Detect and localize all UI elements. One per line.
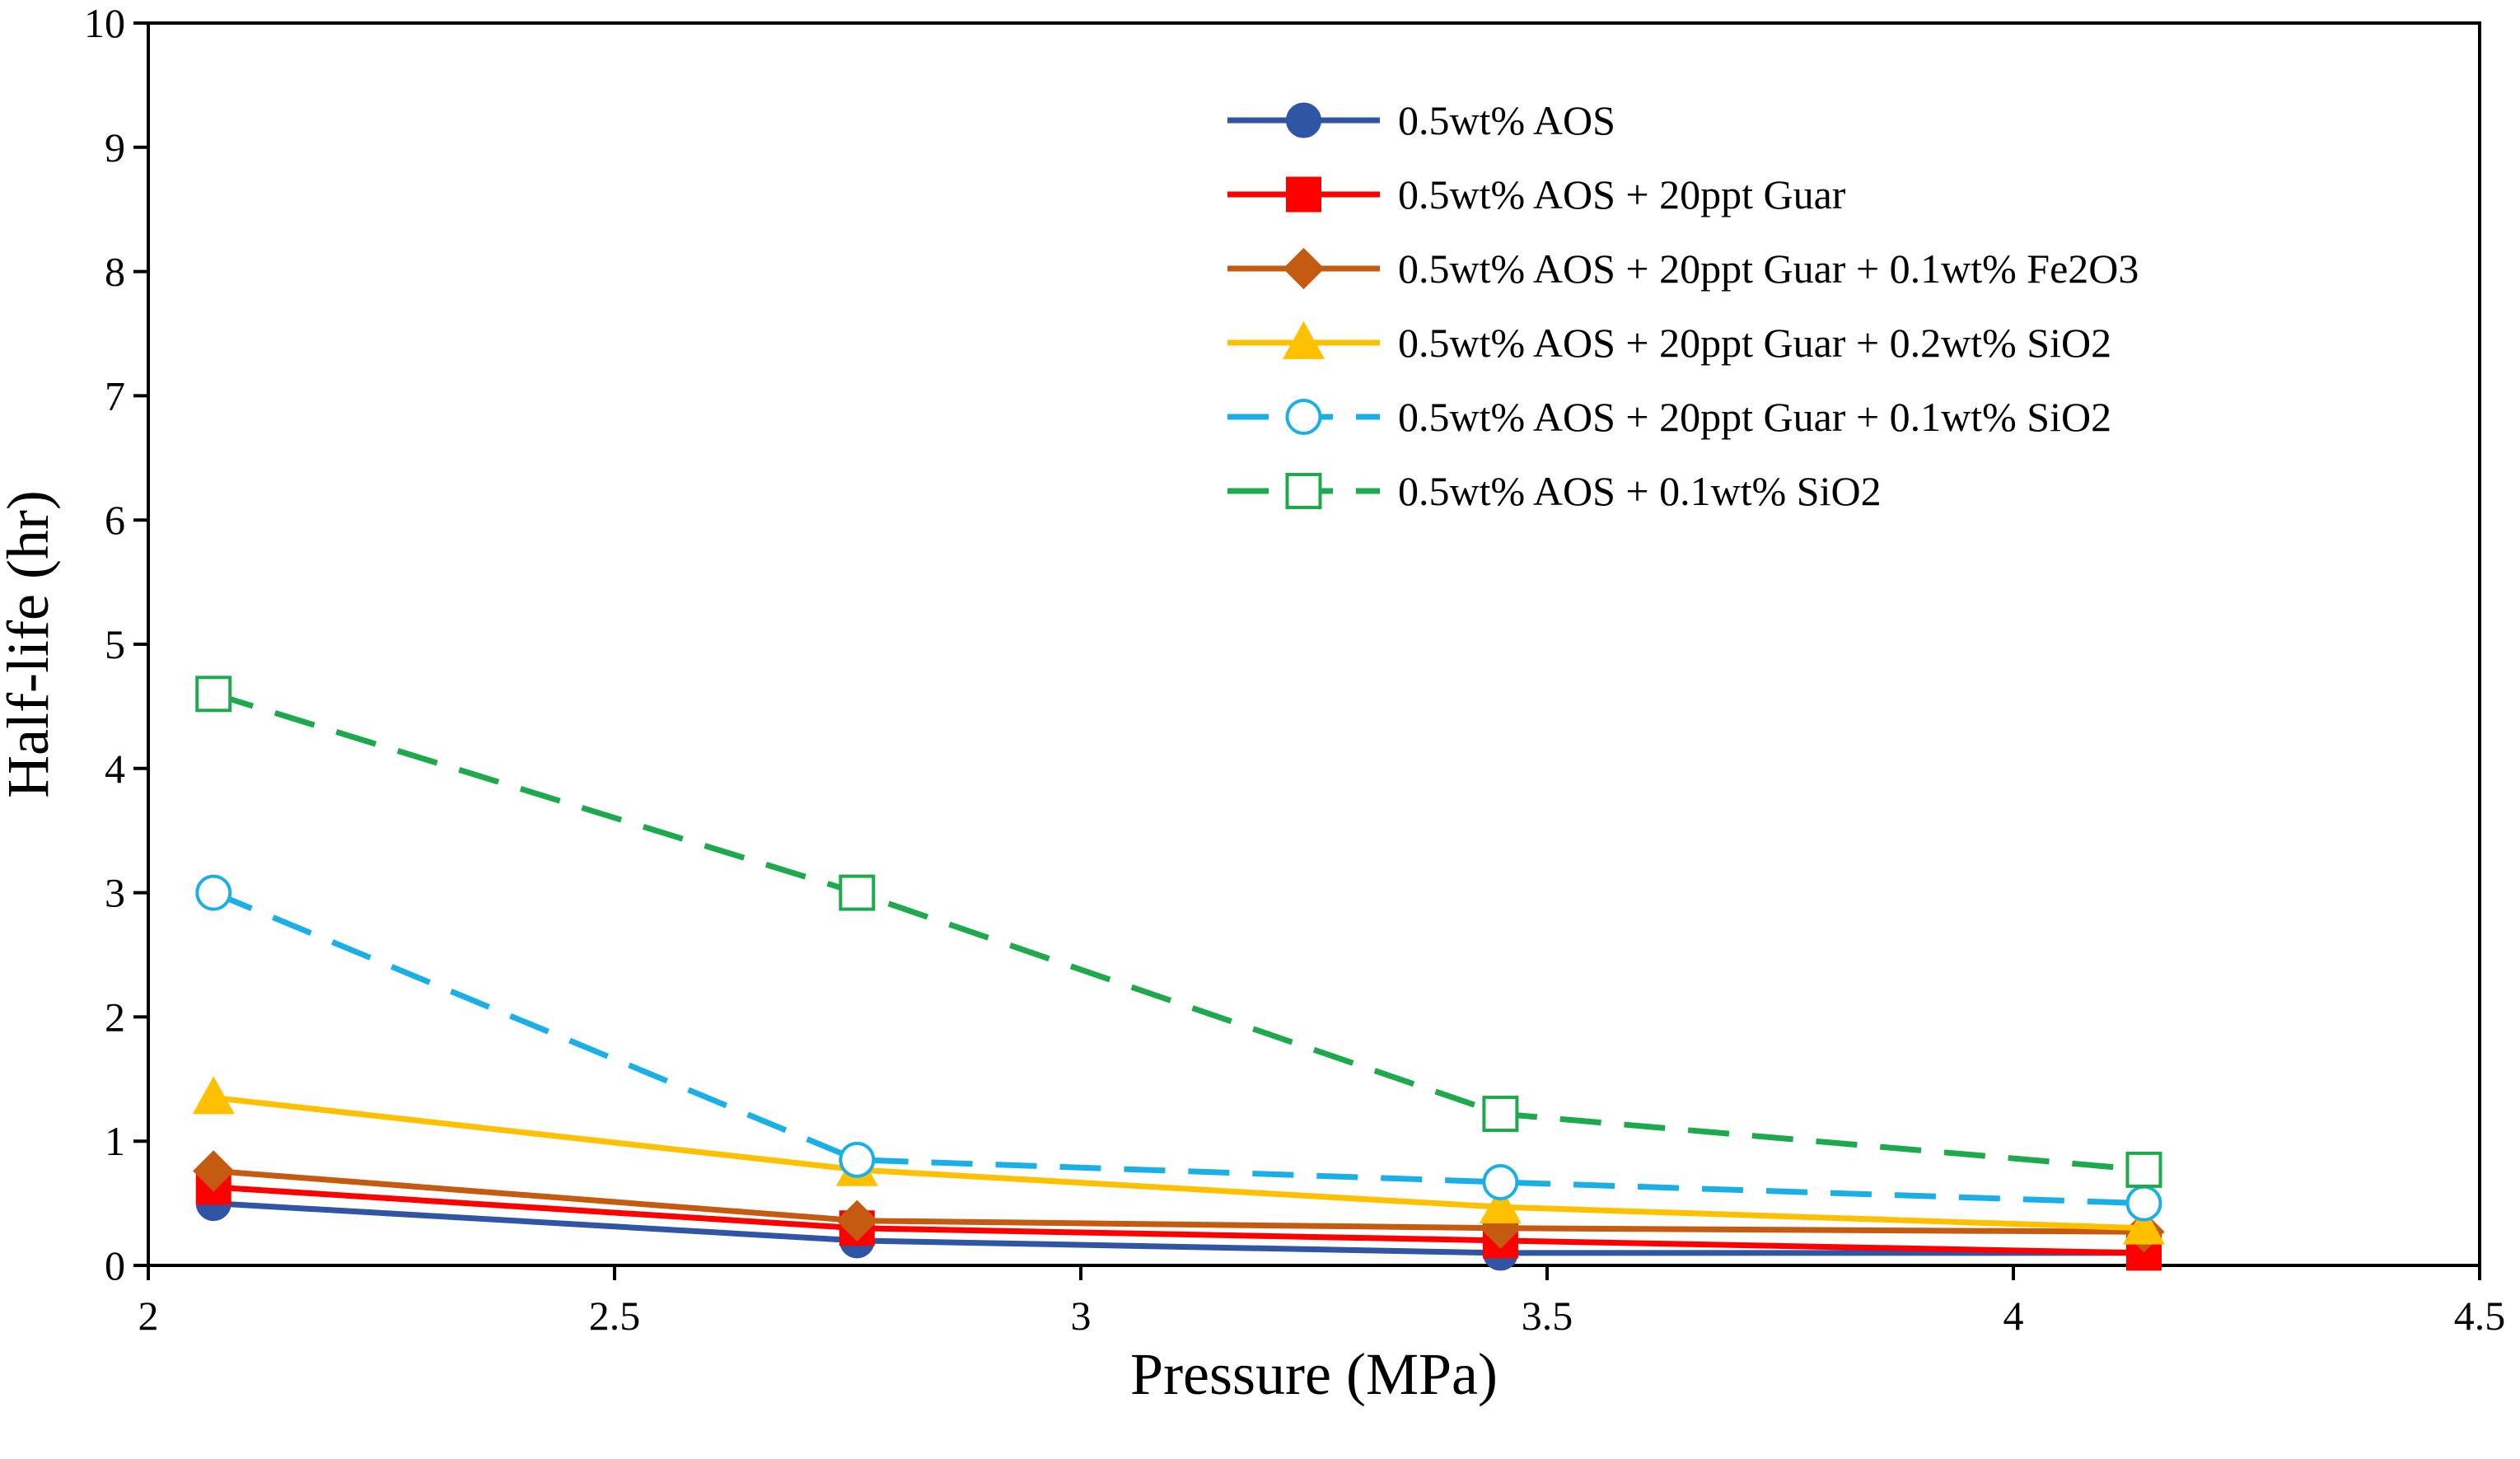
legend-marker	[1286, 102, 1321, 138]
x-tick-label: 2	[138, 1293, 159, 1339]
legend-entry: 0.5wt% AOS + 20ppt Guar + 0.1wt% SiO2	[1227, 394, 2111, 440]
series-line	[212, 890, 2144, 1207]
x-axis: 2 2.5 3 3.5 4 4.5	[138, 1265, 2506, 1339]
y-axis-title: Half-life (hr)	[0, 490, 61, 798]
data-point	[2125, 1151, 2162, 1188]
data-point	[836, 1199, 878, 1242]
legend-marker	[1283, 247, 1325, 290]
legend-label: 0.5wt% AOS + 20ppt Guar + 0.2wt% SiO2	[1398, 320, 2111, 366]
y-tick-label: 10	[84, 0, 125, 46]
data-point	[839, 874, 876, 911]
legend-marker	[1285, 399, 1322, 435]
legend: 0.5wt% AOS 0.5wt% AOS + 20ppt Guar 0.5wt% …	[1227, 97, 2139, 514]
x-tick-label: 3	[1071, 1293, 1092, 1339]
x-tick-label: 4.5	[2454, 1293, 2506, 1339]
series-5	[195, 874, 2162, 1222]
y-tick-label: 6	[105, 497, 125, 543]
legend-label: 0.5wt% AOS + 20ppt Guar + 0.1wt% Fe2O3	[1398, 246, 2139, 292]
legend-label: 0.5wt% AOS + 20ppt Guar	[1398, 171, 1846, 217]
legend-label: 0.5wt% AOS + 20ppt Guar + 0.1wt% SiO2	[1398, 394, 2111, 440]
y-tick-label: 4	[105, 746, 125, 792]
series-line	[213, 1167, 2144, 1235]
data-point	[195, 676, 232, 713]
x-axis-title: Pressure (MPa)	[1130, 1341, 1498, 1407]
x-tick-label: 4	[2003, 1293, 2024, 1339]
legend-entry: 0.5wt% AOS + 0.1wt% SiO2	[1227, 468, 1882, 514]
series-line	[213, 1200, 2144, 1256]
legend-entry: 0.5wt% AOS + 20ppt Guar + 0.2wt% SiO2	[1227, 320, 2111, 366]
y-tick-label: 5	[105, 621, 125, 667]
legend-label: 0.5wt% AOS + 0.1wt% SiO2	[1398, 468, 1882, 514]
y-tick-label: 7	[105, 372, 125, 419]
series-layer	[192, 676, 2166, 1271]
series-6	[195, 676, 2162, 1188]
legend-marker	[1282, 320, 1325, 359]
y-tick-label: 1	[105, 1118, 125, 1164]
legend-entry: 0.5wt% AOS	[1227, 97, 1615, 143]
data-point	[839, 1141, 876, 1178]
data-point	[2122, 1206, 2166, 1245]
data-point	[2125, 1185, 2162, 1222]
x-tick-label: 2.5	[589, 1293, 641, 1339]
y-tick-label: 3	[105, 870, 125, 916]
data-point	[193, 1150, 235, 1192]
legend-marker	[1286, 176, 1321, 213]
data-point	[192, 1076, 235, 1115]
y-tick-label: 2	[105, 994, 125, 1040]
y-tick-label: 9	[105, 124, 125, 171]
data-point	[1482, 1096, 1519, 1133]
series-line	[213, 690, 2144, 1173]
x-tick-label: 3.5	[1522, 1293, 1573, 1339]
series-line	[213, 1094, 2144, 1232]
y-tick-label: 8	[105, 249, 125, 295]
data-point	[1482, 1163, 1519, 1200]
legend-label: 0.5wt% AOS	[1398, 97, 1615, 143]
y-axis: 0 1 2 3 4 5 6 7 8 9 10	[84, 0, 148, 1288]
series-line	[213, 1184, 2144, 1256]
data-point	[195, 874, 232, 911]
y-tick-label: 0	[105, 1242, 125, 1288]
legend-entry: 0.5wt% AOS + 20ppt Guar + 0.1wt% Fe2O3	[1227, 246, 2139, 292]
legend-entry: 0.5wt% AOS + 20ppt Guar	[1227, 171, 1846, 217]
data-point	[1479, 1185, 1522, 1224]
legend-marker	[1285, 473, 1322, 509]
